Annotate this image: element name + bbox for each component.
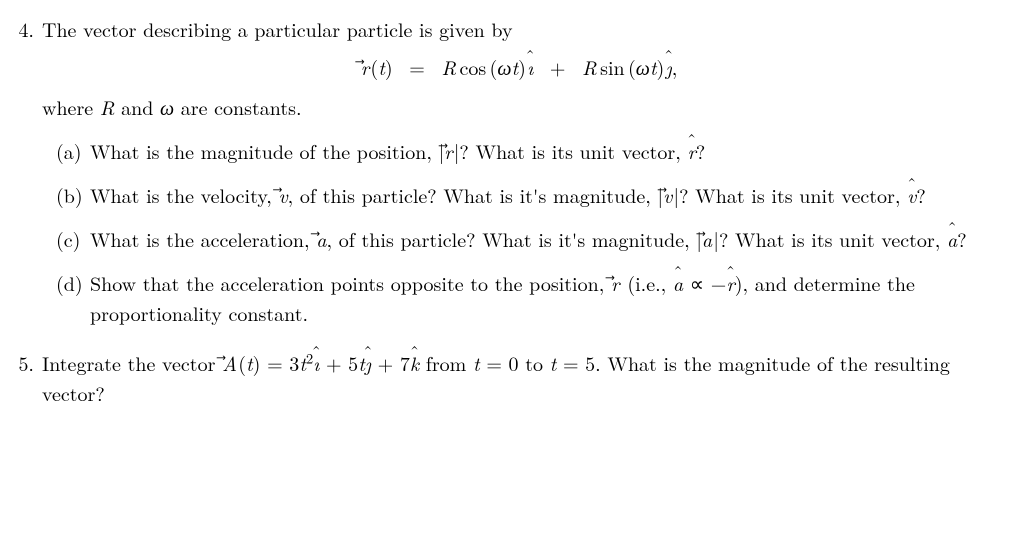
problem-body: The vector describing a particular parti… — [42, 14, 996, 342]
subpart-b: (b) What is the velocity, v, of this par… — [56, 180, 996, 210]
document-page: 4. The vector describing a particular pa… — [0, 0, 1024, 430]
subparts: (a) What is the magnitude of the positio… — [42, 136, 996, 328]
subpart-text: What is the magnitude of the position, |… — [90, 136, 996, 166]
subpart-text: What is the velocity, v, of this particl… — [90, 180, 996, 210]
subpart-text: What is the acceleration, a, of this par… — [90, 224, 996, 254]
subpart-label: (a) — [56, 136, 90, 166]
problem-intro: Integrate the vector A (t) = 3t2ı + 5tȷ … — [42, 348, 996, 408]
problem-equation: r (t) = R cos (ωt) ı + R sin (ωt) ȷ, — [42, 52, 996, 82]
subpart-label: (d) — [56, 268, 90, 328]
subpart-label: (c) — [56, 224, 90, 254]
problem-5: 5. Integrate the vector A (t) = 3t2ı + 5… — [4, 348, 996, 412]
subpart-text: Show that the acceleration points opposi… — [90, 268, 996, 328]
problem-after-eq: where R and ω are constants. — [42, 92, 996, 122]
subpart-a: (a) What is the magnitude of the positio… — [56, 136, 996, 166]
problem-number: 5. — [4, 348, 42, 412]
problem-body: Integrate the vector A (t) = 3t2ı + 5tȷ … — [42, 348, 996, 412]
subpart-c: (c) What is the acceleration, a, of this… — [56, 224, 996, 254]
problem-number: 4. — [4, 14, 42, 342]
subpart-label: (b) — [56, 180, 90, 210]
problem-intro: The vector describing a particular parti… — [42, 14, 996, 44]
problem-4: 4. The vector describing a particular pa… — [4, 14, 996, 342]
subpart-d: (d) Show that the acceleration points op… — [56, 268, 996, 328]
